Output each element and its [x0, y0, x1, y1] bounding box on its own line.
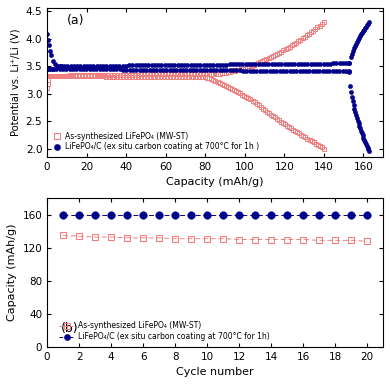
- X-axis label: Cycle number: Cycle number: [176, 367, 254, 377]
- Legend: As-synthesized LiFePO₄ (MW-ST), LiFePO₄/C (ex situ carbon coating at 700°C for 1: As-synthesized LiFePO₄ (MW-ST), LiFePO₄/…: [51, 130, 261, 153]
- Legend: As-synthesized LiFePO₄ (MW-ST), LiFePO₄/C (ex situ carbon coating at 700°C for 1: As-synthesized LiFePO₄ (MW-ST), LiFePO₄/…: [58, 320, 271, 343]
- X-axis label: Capacity (mAh/g): Capacity (mAh/g): [166, 177, 264, 187]
- Y-axis label: Capacity (mAh/g): Capacity (mAh/g): [7, 224, 17, 321]
- Text: (a): (a): [67, 14, 85, 27]
- Y-axis label: Potential vs. Li⁺/Li (V): Potential vs. Li⁺/Li (V): [10, 29, 20, 136]
- Text: (b): (b): [60, 322, 78, 335]
